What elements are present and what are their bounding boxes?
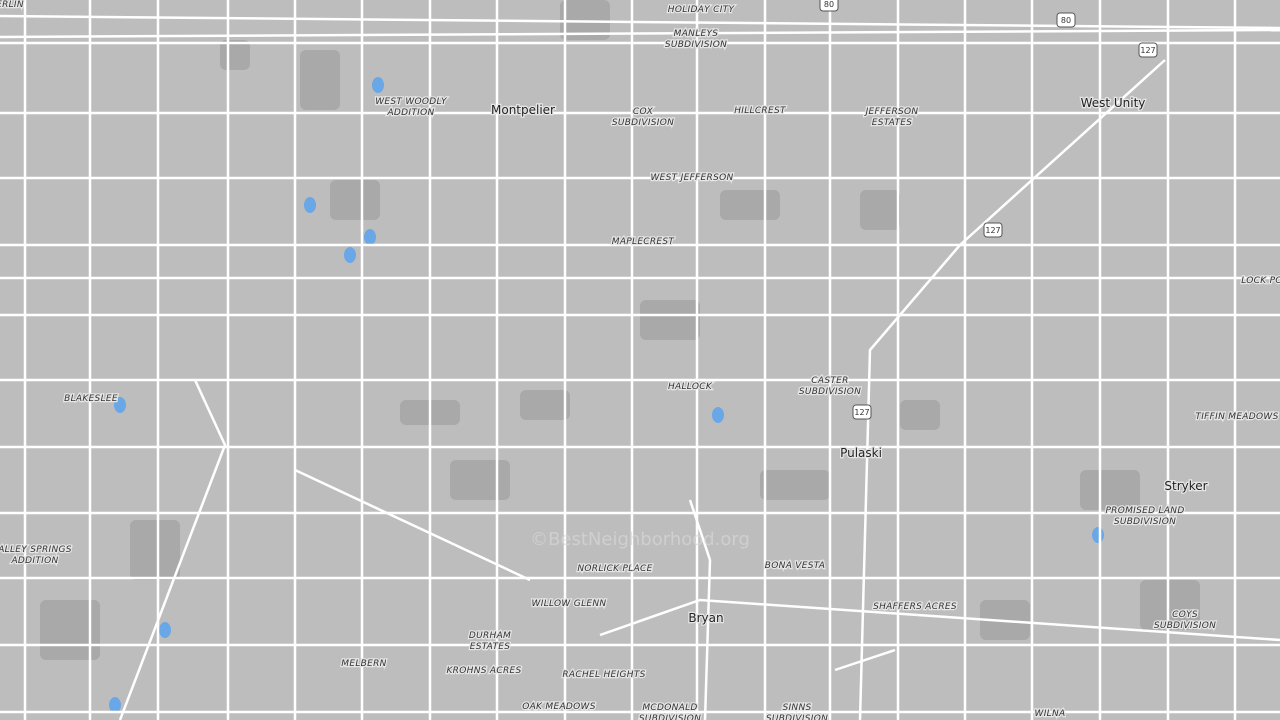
water xyxy=(159,622,171,638)
water xyxy=(364,229,376,245)
highway-shield xyxy=(983,222,1003,238)
built-area xyxy=(520,390,570,420)
built-area xyxy=(1080,470,1140,510)
place-label: WILLOW GLENN xyxy=(532,599,607,609)
place-label: COX xyxy=(633,107,654,117)
water xyxy=(712,407,724,423)
place-label: SUBDIVISION xyxy=(766,714,828,720)
built-area xyxy=(760,470,830,500)
place-label: HOLIDAY CITY xyxy=(668,5,736,15)
place-label: MCDONALD xyxy=(642,703,697,713)
water xyxy=(372,77,384,93)
place-label: SUBDIVISION xyxy=(612,118,674,128)
watermark: ©BestNeighborhood.org xyxy=(530,529,750,550)
place-label: ESTATES xyxy=(470,642,511,652)
place-label: KROHNS ACRES xyxy=(446,666,521,676)
place-label: TIFFIN MEADOWS xyxy=(1195,412,1278,422)
place-label: SHAFFERS ACRES xyxy=(873,602,957,612)
highway-number: 127 xyxy=(985,226,1000,235)
highway-shield xyxy=(819,0,839,12)
highway-number: 127 xyxy=(854,408,869,417)
place-label: PROMISED LAND xyxy=(1105,506,1184,516)
road xyxy=(688,499,712,720)
road xyxy=(858,59,1166,720)
place-label: ALLEY SPRINGS xyxy=(0,545,72,555)
built-area xyxy=(560,0,610,40)
place-label: SUBDIVISION xyxy=(799,387,861,397)
place-label: SUBDIVISION xyxy=(1154,621,1216,631)
water xyxy=(109,697,121,713)
place-label: Montpelier xyxy=(491,103,555,117)
place-label: WILNA xyxy=(1035,709,1066,719)
road xyxy=(0,14,1280,30)
place-label: West Unity xyxy=(1081,96,1146,110)
place-label: LOCK PO xyxy=(1241,276,1280,286)
highway-shield xyxy=(1138,42,1158,58)
place-label: ESTATES xyxy=(872,118,913,128)
place-label: BLAKESLEE xyxy=(64,394,118,404)
place-label: Pulaski xyxy=(840,446,882,460)
place-label: SUBDIVISION xyxy=(1114,517,1176,527)
place-label: MAPLECREST xyxy=(612,237,676,247)
highway-number: 80 xyxy=(824,0,834,9)
place-label: NORLICK PLACE xyxy=(577,564,652,574)
highway-shield xyxy=(852,404,872,420)
road xyxy=(118,379,227,720)
highway-shield xyxy=(1056,12,1076,28)
built-area xyxy=(900,400,940,430)
road xyxy=(834,648,896,672)
place-label: WEST WOODLY xyxy=(375,97,448,107)
place-label: MELBERN xyxy=(341,659,386,669)
place-label: MANLEYS xyxy=(674,29,719,39)
road xyxy=(294,468,531,582)
place-label: ERLIN xyxy=(0,0,24,10)
place-label: SUBDIVISION xyxy=(665,40,727,50)
place-label: JEFFERSON xyxy=(864,107,919,117)
built-area xyxy=(330,180,380,220)
place-label: ADDITION xyxy=(10,556,58,566)
place-label: HALLOCK xyxy=(668,382,713,392)
built-area xyxy=(860,190,900,230)
built-area xyxy=(1140,580,1200,630)
built-areas xyxy=(40,0,1200,713)
water xyxy=(114,397,126,413)
water xyxy=(304,197,316,213)
place-label: HILLCREST xyxy=(734,106,787,116)
place-label: Stryker xyxy=(1164,479,1207,493)
highway-number: 127 xyxy=(1140,46,1155,55)
built-area xyxy=(300,50,340,110)
built-area xyxy=(130,520,180,580)
place-label: SUBDIVISION xyxy=(639,714,701,720)
highway-number: 80 xyxy=(1061,16,1071,25)
place-label: Bryan xyxy=(688,611,723,625)
water xyxy=(1092,527,1104,543)
place-label: OAK MEADOWS xyxy=(522,702,596,712)
built-area xyxy=(720,190,780,220)
place-label: RACHEL HEIGHTS xyxy=(562,670,645,680)
place-label: COYS xyxy=(1172,610,1198,620)
built-area xyxy=(450,460,510,500)
road xyxy=(0,28,1280,39)
built-area xyxy=(640,300,700,340)
place-label: ADDITION xyxy=(386,108,434,118)
built-area xyxy=(220,40,250,70)
place-label: DURHAM xyxy=(469,631,511,641)
place-label: BONA VESTA xyxy=(765,561,825,571)
place-label: CASTER xyxy=(811,376,848,386)
place-label: SINNS xyxy=(782,703,811,713)
place-label: WEST JEFFERSON xyxy=(650,173,733,183)
road xyxy=(599,598,1280,642)
water xyxy=(344,247,356,263)
